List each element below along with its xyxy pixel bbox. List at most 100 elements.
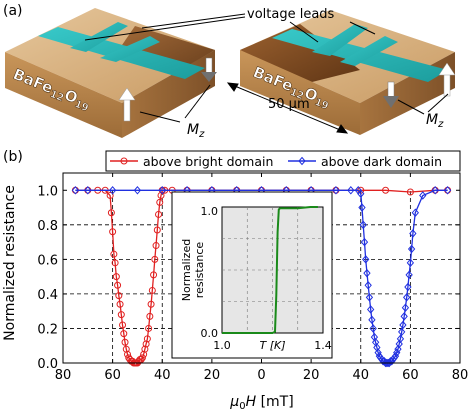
data-point-dark: [398, 327, 406, 337]
panel-b-label: (b): [3, 149, 23, 165]
inset-x-axis-title: T [K]: [259, 339, 285, 352]
inset-x-tick-label: 1.0: [213, 339, 231, 352]
data-point-dark: [362, 255, 370, 264]
legend-marker-bright: [120, 157, 128, 165]
x-tick-label: 0: [257, 368, 265, 383]
x-tick-label: 20: [204, 368, 221, 383]
data-point-bright: [150, 271, 158, 279]
data-point-dark: [357, 189, 365, 198]
legend-marker-dark: [298, 156, 306, 166]
data-point-bright: [406, 188, 414, 196]
data-point-bright: [121, 338, 129, 346]
data-point-dark: [399, 320, 407, 330]
data-point-bright: [109, 228, 117, 236]
data-point-dark: [443, 186, 452, 195]
data-point-bright: [106, 191, 114, 199]
voltage-lead-branch-left-1: [70, 22, 128, 52]
voltage-leads-label: voltage leads: [247, 7, 335, 22]
scale-bar-label: 50 µm: [268, 97, 310, 112]
data-point-bright: [156, 198, 164, 206]
data-point-bright: [111, 259, 119, 267]
x-tick-label: 40: [352, 368, 369, 383]
data-point-dark: [108, 186, 117, 195]
block-right-front-face: [240, 50, 360, 135]
data-point-bright: [114, 281, 122, 289]
inset-x-tick-label: 1.4: [314, 339, 332, 352]
data-point-dark: [419, 191, 427, 200]
sample-block-right: BaFe12O19: [240, 10, 456, 135]
data-point-dark: [401, 303, 410, 312]
data-point-dark: [409, 229, 417, 238]
data-point-dark: [405, 270, 413, 280]
inset-y-axis-title-line1: Normalized: [180, 239, 193, 301]
data-point-dark: [384, 358, 392, 368]
x-tick-label: 80: [452, 368, 469, 383]
data-point-dark: [360, 237, 369, 247]
mz-label-right: Mz: [426, 112, 444, 130]
data-point-dark: [133, 186, 142, 195]
inset-y-tick-label: 0.0: [201, 327, 219, 340]
data-point-dark: [394, 344, 402, 354]
y-tick-label: 0.8: [37, 219, 58, 234]
legend-label-bright: above bright domain: [143, 154, 273, 169]
legend: above bright domain above dark domain: [105, 150, 461, 172]
magnetization-arrow-up-left: [118, 87, 136, 122]
magnetization-arrow-down-right: [383, 81, 399, 108]
voltage-lead-branch-left-2: [100, 36, 160, 62]
sample-block-left: BaFe12O19: [5, 8, 217, 138]
data-point-dark: [390, 353, 398, 363]
data-point-dark: [158, 186, 166, 195]
data-point-bright: [148, 286, 156, 294]
data-point-dark: [431, 186, 439, 195]
data-point-dark: [404, 282, 412, 292]
data-point-bright: [110, 250, 118, 258]
dark-domain-left: [120, 26, 215, 72]
dark-domain-right: [240, 24, 360, 85]
data-point-bright: [107, 209, 115, 217]
x-tick-label: 80: [55, 368, 72, 383]
data-point-bright: [153, 226, 161, 234]
x-tick-label: 60: [104, 368, 121, 383]
data-point-bright: [116, 300, 124, 308]
voltage-lead-branch-right-2: [340, 36, 398, 66]
data-point-bright: [119, 321, 127, 329]
data-point-bright: [142, 340, 150, 348]
data-point-bright: [155, 210, 163, 218]
magnetization-arrow-up-right: [438, 62, 456, 97]
data-point-bright: [152, 242, 160, 250]
voltage-lead-branch-right-1: [312, 24, 368, 56]
inset-y-axis-title-line2: resistance: [193, 242, 206, 299]
data-point-bright: [112, 273, 120, 281]
mz-label-left: Mz: [187, 122, 205, 140]
data-point-dark: [364, 281, 372, 290]
panel-a: (a) BaFe12O19: [3, 3, 456, 140]
data-point-bright: [138, 354, 146, 362]
data-point-dark: [368, 315, 376, 325]
legend-label-dark: above dark domain: [321, 154, 442, 169]
y-tick-label: 1.0: [37, 184, 58, 199]
data-point-dark: [395, 339, 403, 349]
panel-a-label: (a): [3, 3, 23, 19]
data-point-dark: [367, 305, 375, 314]
data-point-dark: [84, 186, 92, 195]
data-point-bright: [382, 186, 390, 194]
x-tick-label: 20: [303, 368, 320, 383]
data-point-dark: [363, 268, 371, 278]
inset-plot: 0.01.01.0 1.4T [K]Normalized resistance: [171, 191, 333, 359]
data-point-dark: [400, 312, 408, 321]
legend-box: [105, 150, 461, 172]
inset-series-line: [222, 206, 318, 334]
data-point-dark: [374, 348, 382, 357]
data-point-dark: [402, 293, 411, 302]
data-point-bright: [141, 345, 149, 353]
x-axis-title: μ0H [mT]: [229, 394, 293, 409]
mz-left-pointer: [184, 84, 211, 119]
y-tick-label: 0.2: [37, 322, 58, 337]
data-point-dark: [396, 334, 405, 344]
data-point-dark: [347, 186, 355, 195]
x-tick-label: 60: [402, 368, 419, 383]
x-tick-label: 40: [154, 368, 171, 383]
data-point-bright: [117, 311, 125, 319]
data-point-dark: [411, 208, 419, 217]
